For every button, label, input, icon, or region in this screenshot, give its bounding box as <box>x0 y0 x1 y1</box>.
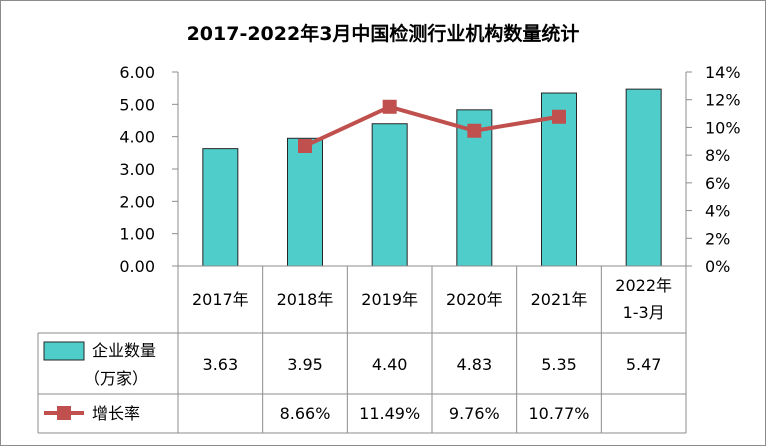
right-tick-label: 14% <box>705 63 741 82</box>
legend-key-marker <box>57 406 71 420</box>
growth-rate-marker <box>382 99 397 114</box>
right-tick-label: 4% <box>705 202 730 221</box>
bar <box>625 88 662 267</box>
bar-value-label: 3.63 <box>203 355 239 374</box>
right-tick-label: 6% <box>705 174 730 193</box>
category-label: 2021年 <box>531 290 588 309</box>
right-tick-label: 10% <box>705 118 741 137</box>
bar <box>371 123 408 267</box>
right-tick-label: 8% <box>705 146 730 165</box>
category-label: 1-3月 <box>623 303 665 322</box>
left-tick-label: 6.00 <box>119 63 155 82</box>
legend-key-bar <box>43 341 85 361</box>
legend-label: 企业数量 <box>92 341 156 360</box>
left-tick-label: 3.00 <box>119 160 155 179</box>
growth-rate-marker <box>298 138 312 153</box>
right-tick-label: 0% <box>705 257 730 276</box>
bar-value-label: 5.35 <box>541 355 577 374</box>
category-label: 2018年 <box>277 290 334 309</box>
growth-value-label: 11.49% <box>359 404 420 423</box>
right-tick-label: 12% <box>705 91 741 110</box>
category-label: 2019年 <box>361 290 418 309</box>
growth-rate-marker <box>467 123 482 138</box>
left-tick-label: 1.00 <box>119 225 155 244</box>
category-label: 2017年 <box>192 290 249 309</box>
growth-line <box>298 99 566 153</box>
bar <box>287 137 323 267</box>
right-tick-label: 2% <box>705 229 730 248</box>
growth-rate-marker <box>552 109 566 124</box>
left-tick-label: 0.00 <box>119 257 155 276</box>
right-axis-ticks: 0% 2% 4% 6% 8% 10% 12% 14% <box>705 63 741 276</box>
bar-value-label: 3.95 <box>287 355 323 374</box>
category-label: 2022年 <box>615 276 672 295</box>
category-label: 2020年 <box>446 290 503 309</box>
bar-value-label: 4.83 <box>457 355 493 374</box>
left-axis-ticks: 0.00 1.00 2.00 3.00 4.00 5.00 6.00 <box>119 63 155 276</box>
growth-value-label: 8.66% <box>280 404 331 423</box>
growth-value-label: 9.76% <box>449 404 500 423</box>
growth-value-label: 10.77% <box>528 404 589 423</box>
left-tick-label: 5.00 <box>119 95 155 114</box>
chart-title: 2017-2022年3月中国检测行业机构数量统计 <box>187 22 580 45</box>
left-tick-label: 4.00 <box>119 128 155 147</box>
bar-value-label: 4.40 <box>372 355 408 374</box>
bar-value-label: 5.47 <box>626 355 662 374</box>
axis-lines <box>172 71 692 433</box>
growth-rate-line <box>304 104 560 148</box>
legend-label: （万家） <box>84 369 148 388</box>
left-tick-label: 2.00 <box>119 192 155 211</box>
legend-label: 增长率 <box>92 404 140 423</box>
bar <box>202 148 239 267</box>
